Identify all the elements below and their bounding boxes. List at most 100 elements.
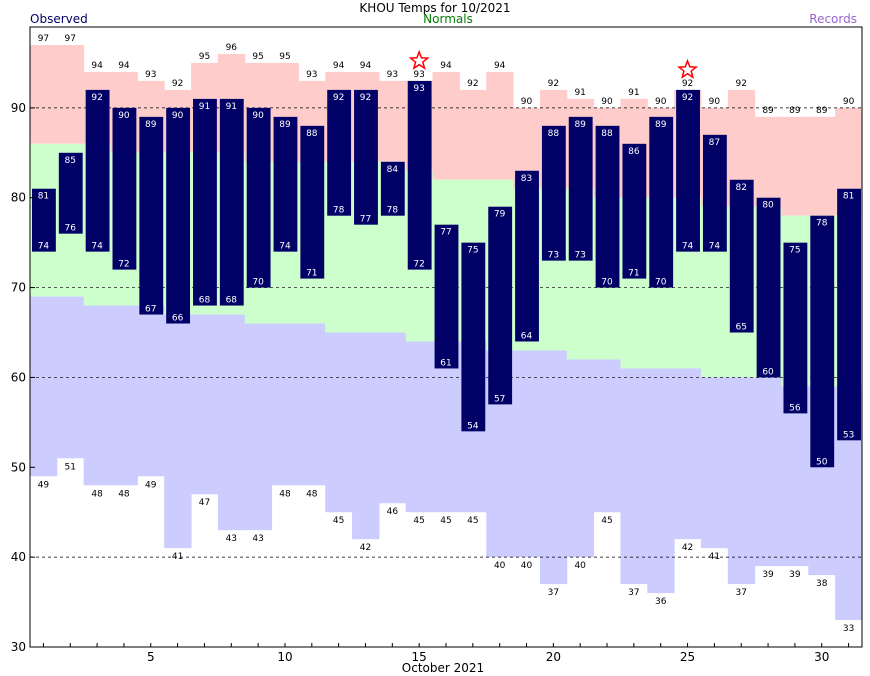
record-low-label-day-20: 37 [548,588,559,598]
x-axis: 5 10 15 20 25 30 [42,643,850,664]
observed-high-label-day-10: 89 [279,120,291,130]
observed-bar-day-5 [139,116,164,315]
observed-bar-day-17 [461,242,486,432]
record-high-band-day-2 [56,44,85,144]
observed-low-label-day-11: 71 [306,269,317,279]
observed-low-label-day-7: 68 [199,296,211,306]
observed-bar-day-22 [595,125,620,288]
record-low-band-day-15 [405,341,434,513]
observed-low-label-day-20: 73 [548,251,559,261]
observed-high-label-day-30: 78 [816,219,828,229]
observed-high-label-day-29: 75 [789,246,800,256]
observed-bar-day-21 [568,116,593,261]
observed-high-label-day-4: 90 [118,111,130,121]
observed-low-label-day-26: 74 [709,242,721,252]
observed-high-label-day-17: 75 [467,246,478,256]
observed-bar-day-28 [756,197,781,378]
record-low-label-day-3: 48 [91,489,103,499]
observed-low-label-day-9: 70 [252,278,264,288]
observed-low-label-day-10: 74 [279,242,291,252]
observed-low-label-day-22: 70 [601,278,613,288]
record-low-band-day-28 [754,377,782,567]
record-high-label-day-23: 91 [628,88,639,98]
x-tick-label-15: 15 [412,650,427,664]
record-high-label-day-28: 89 [762,106,774,116]
record-low-label-day-4: 48 [118,489,130,499]
record-low-label-day-15: 45 [413,516,424,526]
record-high-label-day-22: 90 [601,97,613,107]
observed-high-label-day-7: 91 [199,102,210,112]
observed-high-label-day-14: 84 [387,165,399,175]
legend-records: Records [809,12,857,26]
record-low-band-day-6 [164,314,192,549]
record-high-label-day-11: 93 [306,70,317,80]
y-tick-label-40: 40 [11,550,26,564]
record-low-label-day-1: 49 [38,480,50,490]
record-low-band-day-25 [674,368,702,540]
observed-bar-day-24 [649,116,674,288]
observed-bar-day-7 [193,98,217,306]
observed-low-label-day-18: 57 [494,394,505,404]
observed-high-label-day-15: 93 [413,84,424,94]
observed-low-label-day-3: 74 [91,242,103,252]
observed-low-label-day-2: 76 [65,224,77,234]
record-high-band-day-28 [754,116,782,207]
observed-low-label-day-17: 54 [467,421,479,431]
record-low-band-day-9 [244,323,273,531]
observed-high-label-day-23: 86 [628,147,640,157]
observed-bar-day-9 [246,107,271,288]
observed-low-label-day-14: 78 [387,206,399,216]
observed-high-label-day-24: 89 [655,120,667,130]
record-low-band-day-29 [781,386,809,567]
observed-high-label-day-9: 90 [252,111,264,121]
observed-high-label-day-26: 87 [709,138,720,148]
observed-bar-day-30 [810,215,835,468]
record-high-label-day-4: 94 [118,61,130,71]
record-low-label-day-30: 38 [816,579,828,589]
y-tick-label-80: 80 [11,191,26,205]
observed-high-label-day-13: 92 [360,93,371,103]
observed-low-label-day-21: 73 [574,251,585,261]
record-high-band-day-18 [486,71,514,180]
x-axis-label: October 2021 [402,661,484,675]
record-low-label-day-21: 40 [574,561,586,571]
record-low-band-day-26 [700,377,729,549]
observed-high-label-day-28: 80 [762,201,774,211]
record-low-band-day-13 [352,332,380,540]
record-low-band-day-1 [30,296,58,477]
record-high-band-day-17 [459,89,487,180]
record-low-label-day-12: 45 [333,516,344,526]
legend-normals: Normals [423,12,473,26]
legend-observed: Observed [30,12,88,26]
observed-high-label-day-18: 79 [494,210,506,220]
record-high-label-day-10: 95 [279,52,290,62]
record-high-band-day-14 [378,80,407,162]
record-low-label-day-19: 40 [521,561,533,571]
record-high-label-day-24: 90 [655,97,667,107]
record-low-band-day-27 [727,377,756,585]
record-low-label-day-7: 47 [199,498,210,508]
observed-bar-day-11 [300,125,325,279]
observed-bar-day-15 [407,80,432,270]
record-low-band-day-3 [83,305,112,486]
x-tick-label-5: 5 [147,650,155,664]
observed-bar-day-8 [219,98,244,306]
observed-low-label-day-15: 72 [413,260,424,270]
observed-bar-day-29 [783,242,808,414]
record-low-band-day-19 [513,350,541,558]
observed-bar-day-26 [702,134,727,252]
observed-low-label-day-12: 78 [333,206,345,216]
record-high-label-day-16: 94 [440,61,452,71]
record-low-band-day-10 [271,323,299,486]
observed-bar-day-13 [354,89,378,225]
record-high-label-day-29: 89 [789,106,801,116]
observed-low-label-day-31: 53 [843,430,854,440]
record-low-label-day-29: 39 [789,570,801,580]
record-low-label-day-13: 42 [360,543,371,553]
record-low-label-day-14: 46 [387,507,399,517]
record-high-label-day-25: 92 [682,79,693,89]
record-low-band-day-4 [110,305,138,486]
record-low-label-day-24: 36 [655,597,667,607]
observed-bar-day-10 [273,116,298,252]
